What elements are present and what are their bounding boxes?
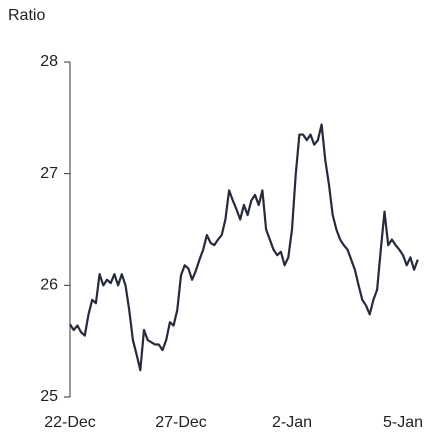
x-tick-label: 5-Jan [383,414,423,431]
line-series [69,123,419,372]
y-tick-label: 25 [40,388,58,405]
y-tick-label: 26 [40,277,58,294]
x-tick-label: 2-Jan [272,414,312,431]
y-tick-label: 28 [40,53,58,70]
x-tick-label: 22-Dec [44,414,96,431]
y-tick-label: 27 [40,165,58,182]
y-axis-label: Ratio [8,7,45,24]
x-tick-label: 27-Dec [155,414,207,431]
